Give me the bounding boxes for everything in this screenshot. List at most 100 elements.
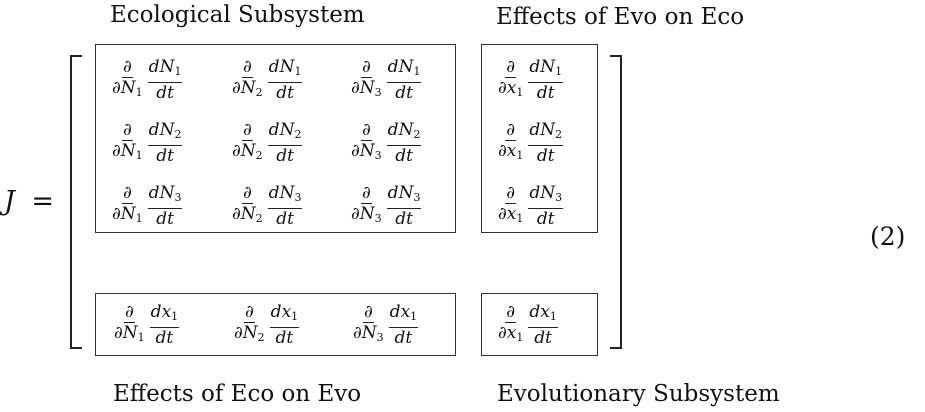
eco-entry-r2-c2-of: N2 — [279, 120, 302, 141]
evo-on-eco-entry-r2-partial: ∂ ∂x1 — [497, 120, 524, 166]
eco-entry-r3-c3-derivative-denominator: dt — [395, 209, 413, 229]
eco-entry-r3-c3-derivative: dN3 dt — [386, 183, 422, 229]
eco-entry-r1-c1: ∂ ∂N1 dN1 dt — [111, 57, 186, 103]
eco-on-evo-entry-c3-wrt-subscript: 3 — [376, 331, 384, 344]
evo-on-eco-entry-r2-partial-denominator: ∂x1 — [498, 141, 524, 162]
evo-on-eco-entry-r2-derivative-denominator: dt — [536, 146, 555, 166]
eco-on-evo-entry-c1-partial: ∂ ∂N1 — [113, 302, 146, 348]
evo-on-eco-entry-r3-partial: ∂ ∂x1 — [497, 183, 524, 229]
eco-entry-r3-c2-of: N3 — [279, 183, 302, 204]
box-effects-evo-on-eco — [481, 44, 598, 233]
eco-entry-r1-c1-partial: ∂ ∂N1 — [111, 57, 144, 103]
evo-on-eco-entry-r1: ∂ ∂x1 dN1 dt — [497, 57, 567, 103]
evo-entry: ∂ ∂x1 dx1 dt — [497, 302, 562, 348]
eco-entry-r2-c2-partial-numerator: ∂ — [241, 120, 253, 141]
evo-on-eco-entry-r1-of: N1 — [540, 57, 563, 78]
eco-entry-r1-c1-derivative: dN1 dt — [147, 57, 183, 103]
eco-entry-r1-c2-of: N1 — [279, 57, 302, 78]
eco-entry-r2-c1-partial-numerator: ∂ — [121, 120, 133, 141]
eco-on-evo-entry-c3-derivative: dx1 dt — [388, 302, 419, 348]
eco-entry-r1-c3-wrt: N3 — [359, 78, 382, 99]
jacobian-symbol: J — [4, 186, 15, 217]
eco-entry-r3-c1-of: N3 — [159, 183, 182, 204]
evo-on-eco-entry-r3-of: N3 — [540, 183, 563, 204]
eco-entry-r2-c3-derivative-numerator: dN2 — [386, 120, 422, 146]
eco-entry-r1-c3-partial: ∂ ∂N3 — [350, 57, 383, 103]
matrix-right-bracket — [610, 55, 622, 349]
eco-on-evo-entry-c3-partial-denominator: ∂N3 — [353, 323, 384, 344]
eco-entry-r3-c3-wrt-subscript: 3 — [374, 212, 382, 225]
eco-entry-r3-c3-of-subscript: 3 — [413, 191, 421, 204]
evo-on-eco-entry-r3-partial-denominator: ∂x1 — [498, 204, 524, 225]
eco-entry-r1-c3-of: N1 — [398, 57, 421, 78]
eco-entry-r3-c1: ∂ ∂N1 dN3 dt — [111, 183, 186, 229]
eco-entry-r1-c1-wrt-subscript: 1 — [135, 86, 143, 99]
eco-on-evo-entry-c1-derivative-numerator: dx1 — [149, 302, 180, 328]
eco-entry-r3-c3-derivative-numerator: dN3 — [386, 183, 422, 209]
eco-on-evo-entry-c3: ∂ ∂N3 dx1 dt — [352, 302, 422, 348]
eco-on-evo-entry-c1-wrt: N1 — [122, 323, 145, 344]
eco-on-evo-entry-c2-derivative-denominator: dt — [275, 328, 294, 348]
eco-entry-r2-c1-partial: ∂ ∂N1 — [111, 120, 144, 166]
eco-entry-r2-c3-wrt: N3 — [359, 141, 382, 162]
eco-entry-r2-c1-derivative-denominator: dt — [156, 146, 174, 166]
eco-on-evo-entry-c3-derivative-denominator: dt — [394, 328, 413, 348]
eco-entry-r2-c1-wrt: N1 — [120, 141, 143, 162]
eco-entry-r2-c2-wrt-subscript: 2 — [255, 149, 263, 162]
jacobian-lhs: J = — [4, 186, 54, 217]
eco-entry-r1-c2: ∂ ∂N2 dN1 dt — [231, 57, 306, 103]
eco-entry-r1-c3-of-subscript: 1 — [413, 65, 421, 78]
eco-entry-r3-c1-derivative-denominator: dt — [156, 209, 174, 229]
eco-entry-r2-c1-of-subscript: 2 — [174, 128, 182, 141]
evo-on-eco-entry-r1-derivative-denominator: dt — [536, 83, 555, 103]
eco-entry-r2-c1-derivative-numerator: dN2 — [147, 120, 183, 146]
eco-entry-r3-c2-derivative: dN3 dt — [267, 183, 303, 229]
eco-entry-r2-c2-partial: ∂ ∂N2 — [231, 120, 264, 166]
eco-entry-r2-c1-wrt-subscript: 1 — [135, 149, 143, 162]
evo-entry-partial-denominator: ∂x1 — [498, 323, 524, 344]
eco-on-evo-entry-c3-of-subscript: 1 — [410, 310, 418, 323]
eco-entry-r1-c2-partial: ∂ ∂N2 — [231, 57, 264, 103]
eco-entry-r3-c1-partial-denominator: ∂N1 — [112, 204, 143, 225]
eco-on-evo-entry-c1-of: x1 — [161, 302, 179, 323]
eco-entry-r3-c3-partial-denominator: ∂N3 — [351, 204, 382, 225]
eco-on-evo-entry-c1: ∂ ∂N1 dx1 dt — [113, 302, 183, 348]
eco-entry-r2-c3-derivative: dN2 dt — [386, 120, 422, 166]
eco-entry-r1-c3-wrt-subscript: 3 — [374, 86, 382, 99]
eco-entry-r2-c3-wrt-subscript: 3 — [374, 149, 382, 162]
eco-entry-r2-c1-derivative: dN2 dt — [147, 120, 183, 166]
eco-entry-r2-c3-partial-numerator: ∂ — [360, 120, 372, 141]
eco-on-evo-entry-c2-partial: ∂ ∂N2 — [233, 302, 266, 348]
evo-entry-derivative-denominator: dt — [534, 328, 552, 348]
eco-on-evo-entry-c1-derivative: dx1 dt — [149, 302, 180, 348]
eco-entry-r3-c3-partial: ∂ ∂N3 — [350, 183, 383, 229]
eco-entry-r3-c2-wrt-subscript: 2 — [255, 212, 263, 225]
eco-entry-r3-c2-wrt: N2 — [240, 204, 263, 225]
eco-entry-r1-c2-derivative: dN1 dt — [267, 57, 303, 103]
eco-entry-r2-c1-of: N2 — [159, 120, 182, 141]
box-evolutionary-subsystem — [481, 293, 598, 356]
eco-entry-r2-c2-wrt: N2 — [240, 141, 263, 162]
evo-on-eco-entry-r2-wrt: x1 — [506, 141, 524, 162]
eco-entry-r2-c2-derivative: dN2 dt — [267, 120, 303, 166]
evo-on-eco-entry-r1-derivative-numerator: dN1 — [528, 57, 564, 83]
evo-on-eco-entry-r1-derivative: dN1 dt — [528, 57, 564, 103]
evo-on-eco-entry-r1-partial-denominator: ∂x1 — [498, 78, 524, 99]
eco-entry-r1-c1-partial-denominator: ∂N1 — [112, 78, 143, 99]
eco-entry-r2-c2-derivative-denominator: dt — [276, 146, 294, 166]
eco-entry-r1-c3-partial-numerator: ∂ — [360, 57, 372, 78]
evo-on-eco-entry-r2-of-subscript: 2 — [555, 128, 563, 141]
evo-on-eco-entry-r3-wrt-subscript: 1 — [516, 212, 524, 225]
evo-on-eco-entry-r2: ∂ ∂x1 dN2 dt — [497, 120, 567, 166]
eco-entry-r1-c1-derivative-denominator: dt — [156, 83, 174, 103]
eco-entry-r2-c2-derivative-numerator: dN2 — [267, 120, 303, 146]
eco-on-evo-entry-c2-of-subscript: 1 — [291, 310, 299, 323]
evo-on-eco-entry-r3-partial-numerator: ∂ — [505, 183, 517, 204]
eco-entry-r1-c1-derivative-numerator: dN1 — [147, 57, 183, 83]
evo-on-eco-entry-r3-derivative-numerator: dN3 — [528, 183, 564, 209]
eco-entry-r3-c2-of-subscript: 3 — [294, 191, 302, 204]
eco-entry-r1-c2-of-subscript: 1 — [294, 65, 302, 78]
eco-on-evo-entry-c3-derivative-numerator: dx1 — [388, 302, 419, 328]
equation-number: (2) — [870, 222, 906, 251]
evo-entry-derivative: dx1 dt — [528, 302, 558, 348]
